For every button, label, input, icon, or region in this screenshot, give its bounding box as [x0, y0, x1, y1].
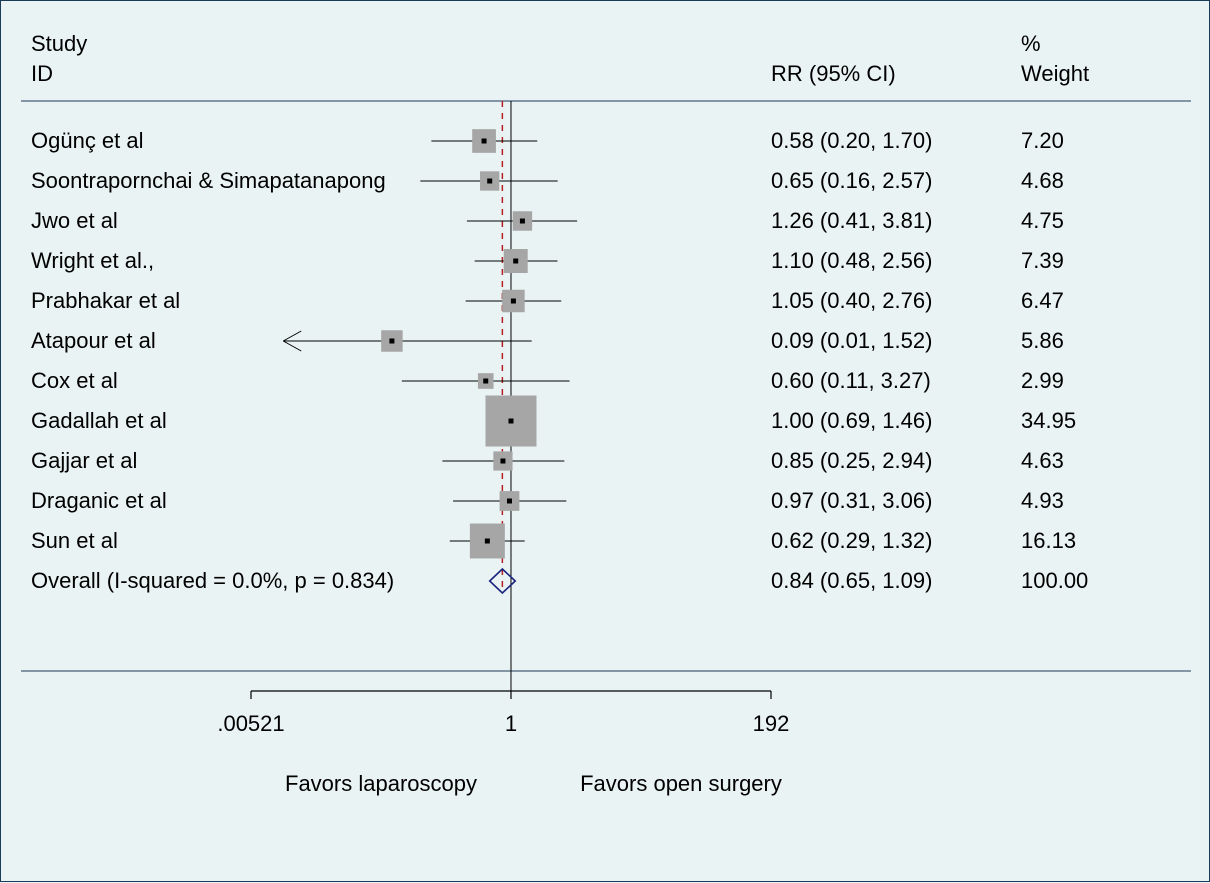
study-point	[482, 139, 487, 144]
study-label: Cox et al	[31, 368, 118, 393]
study-effect: 0.65 (0.16, 2.57)	[771, 168, 932, 193]
study-label: Jwo et al	[31, 208, 118, 233]
overall-effect: 0.84 (0.65, 1.09)	[771, 568, 932, 593]
study-label: Atapour et al	[31, 328, 156, 353]
study-weight: 7.39	[1021, 248, 1064, 273]
study-effect: 0.97 (0.31, 3.06)	[771, 488, 932, 513]
study-weight: 4.68	[1021, 168, 1064, 193]
study-label: Prabhakar et al	[31, 288, 180, 313]
study-label: Sun et al	[31, 528, 118, 553]
study-weight: 5.86	[1021, 328, 1064, 353]
study-label: Soontrapornchai & Simapatanapong	[31, 168, 386, 193]
study-point	[389, 339, 394, 344]
study-weight: 2.99	[1021, 368, 1064, 393]
header-effect: RR (95% CI)	[771, 61, 896, 86]
study-point	[483, 379, 488, 384]
study-label: Ogünç et al	[31, 128, 144, 153]
study-label: Gadallah et al	[31, 408, 167, 433]
footer-right-label: Favors open surgery	[580, 771, 782, 796]
study-effect: 1.05 (0.40, 2.76)	[771, 288, 932, 313]
header-study-top: Study	[31, 31, 87, 56]
header-study-bottom: ID	[31, 61, 53, 86]
forest-plot-svg: Study ID RR (95% CI)% Weight Ogünç et al 0.58…	[1, 1, 1210, 883]
study-effect: 0.62 (0.29, 1.32)	[771, 528, 932, 553]
study-effect: 1.10 (0.48, 2.56)	[771, 248, 932, 273]
study-effect: 1.00 (0.69, 1.46)	[771, 408, 932, 433]
study-point	[507, 499, 512, 504]
study-effect: 0.09 (0.01, 1.52)	[771, 328, 932, 353]
study-point	[500, 459, 505, 464]
header-weight-top: %	[1021, 31, 1041, 56]
study-label: Draganic et al	[31, 488, 167, 513]
study-effect: 0.58 (0.20, 1.70)	[771, 128, 932, 153]
study-weight: 7.20	[1021, 128, 1064, 153]
study-point	[511, 299, 516, 304]
study-point	[487, 179, 492, 184]
x-tick-label: 192	[753, 711, 790, 736]
footer-left-label: Favors laparoscopy	[285, 771, 477, 796]
overall-label: Overall (I-squared = 0.0%, p = 0.834)	[31, 568, 394, 593]
study-weight: 4.63	[1021, 448, 1064, 473]
study-point	[508, 419, 513, 424]
overall-weight: 100.00	[1021, 568, 1088, 593]
study-weight: 4.75	[1021, 208, 1064, 233]
x-tick-label: .00521	[217, 711, 284, 736]
study-label: Wright et al.,	[31, 248, 154, 273]
study-weight: 34.95	[1021, 408, 1076, 433]
study-weight: 16.13	[1021, 528, 1076, 553]
study-weight: 4.93	[1021, 488, 1064, 513]
ci-arrow-left	[283, 331, 301, 341]
forest-plot-frame: Study ID RR (95% CI)% Weight Ogünç et al 0.58…	[0, 0, 1210, 882]
x-tick-label: 1	[505, 711, 517, 736]
ci-arrow-left	[283, 341, 301, 351]
study-effect: 1.26 (0.41, 3.81)	[771, 208, 932, 233]
study-effect: 0.85 (0.25, 2.94)	[771, 448, 932, 473]
study-effect: 0.60 (0.11, 3.27)	[771, 368, 931, 393]
study-point	[485, 539, 490, 544]
study-point	[513, 259, 518, 264]
study-point	[520, 219, 525, 224]
header-weight-bottom: Weight	[1021, 61, 1089, 86]
study-label: Gajjar et al	[31, 448, 137, 473]
study-weight: 6.47	[1021, 288, 1064, 313]
